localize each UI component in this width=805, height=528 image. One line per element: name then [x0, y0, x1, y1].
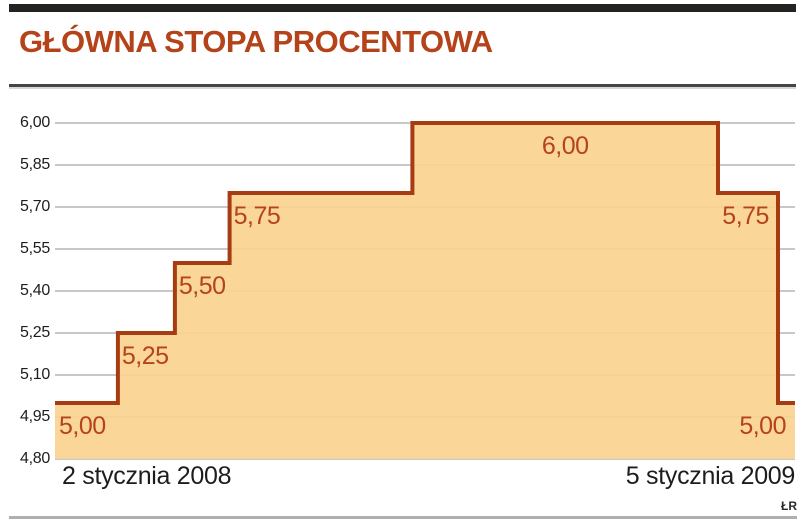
y-tick-label: 5,10 — [20, 366, 50, 383]
credit-initials: ŁR — [781, 499, 797, 513]
rate-area-fill — [55, 123, 795, 459]
y-tick-label: 6,00 — [20, 114, 50, 131]
y-tick-label: 5,25 — [20, 324, 50, 341]
y-tick-label: 4,80 — [20, 450, 50, 467]
step-value-label: 5,50 — [178, 272, 226, 300]
step-value-label: 5,00 — [739, 412, 786, 440]
y-tick-label: 5,55 — [20, 240, 50, 257]
top-bar-rule — [9, 4, 796, 12]
chart-title: GŁÓWNA STOPA PROCENTOWA — [19, 24, 493, 59]
step-value-label: 5,25 — [121, 342, 169, 370]
y-tick-label: 5,40 — [20, 282, 50, 299]
bottom-rule — [9, 516, 797, 519]
plot-region: 5,00 5,25 5,50 5,75 6,00 5,75 5,00 — [55, 121, 795, 460]
step-value-label: 5,00 — [59, 412, 106, 440]
step-value-label: 6,00 — [541, 132, 589, 160]
step-area-chart — [55, 121, 795, 460]
title-rule — [9, 84, 796, 89]
step-value-label: 5,75 — [722, 202, 769, 230]
y-tick-label: 5,70 — [20, 198, 50, 215]
x-axis: 2 stycznia 2008 5 stycznia 2009 — [55, 461, 795, 491]
y-tick-label: 4,95 — [20, 408, 50, 425]
y-axis: 6,00 5,85 5,70 5,55 5,40 5,25 5,10 4,95 4,80 — [0, 114, 50, 467]
y-tick-label: 5,85 — [20, 156, 50, 173]
step-value-label: 5,75 — [233, 202, 281, 230]
x-axis-label-end: 5 stycznia 2009 — [625, 462, 796, 490]
x-axis-label-start: 2 stycznia 2008 — [62, 462, 232, 490]
rate-step-line — [55, 121, 795, 405]
